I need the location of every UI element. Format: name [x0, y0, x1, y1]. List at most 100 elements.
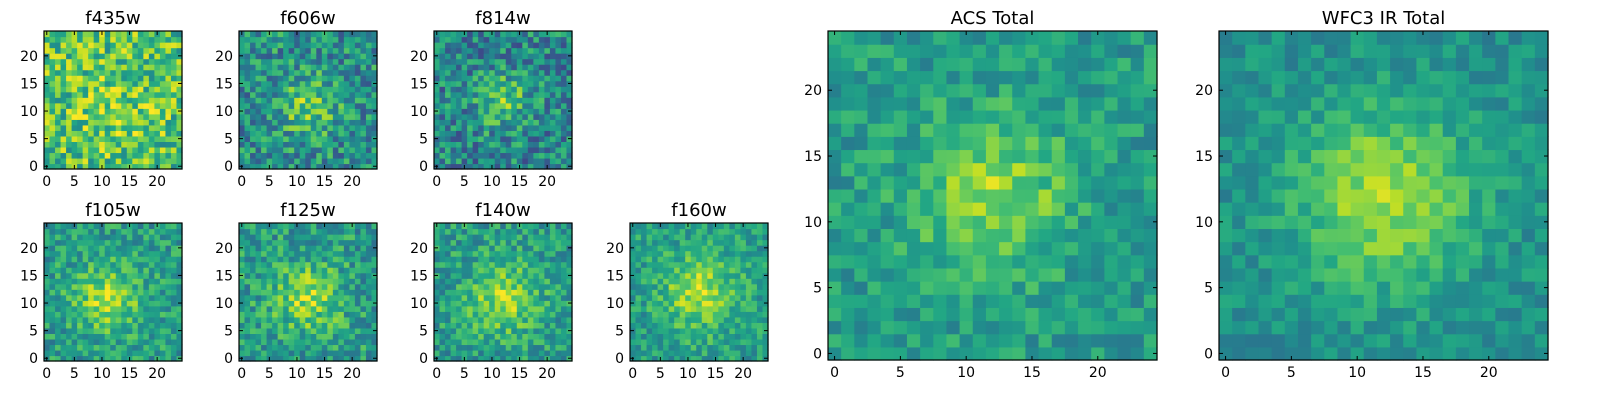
- heatmap-cell: [489, 152, 496, 159]
- heatmap-cell: [494, 234, 501, 241]
- heatmap-cell: [49, 80, 56, 87]
- heatmap-cell: [115, 58, 122, 65]
- heatmap-cell: [272, 278, 279, 285]
- heatmap-cell: [66, 113, 73, 120]
- heatmap-cell: [544, 141, 551, 148]
- heatmap-cell: [696, 294, 703, 301]
- heatmap-cell: [349, 228, 356, 235]
- heatmap-cell: [854, 188, 869, 203]
- heatmap-cell: [500, 36, 507, 43]
- heatmap-cell: [467, 344, 474, 351]
- heatmap-cell: [44, 333, 51, 340]
- heatmap-cell: [555, 47, 562, 54]
- heatmap-cell: [745, 250, 753, 257]
- heatmap-cell: [450, 327, 457, 334]
- heatmap-cell: [701, 344, 708, 351]
- heatmap-cell: [456, 157, 463, 165]
- heatmap-cell: [478, 322, 485, 329]
- heatmap-cell: [516, 36, 523, 43]
- heatmap-cell: [701, 316, 708, 323]
- heatmap-cell: [154, 278, 161, 285]
- heatmap-cell: [143, 300, 150, 307]
- heatmap-cell: [566, 31, 573, 38]
- y-tick-label: 10: [20, 104, 38, 120]
- heatmap-cell: [439, 261, 446, 268]
- heatmap-cell: [305, 344, 312, 351]
- heatmap-cell: [489, 245, 496, 252]
- heatmap-cell: [511, 108, 518, 115]
- heatmap-cell: [751, 344, 758, 351]
- heatmap-cell: [566, 47, 573, 54]
- heatmap-cell: [354, 157, 362, 165]
- heatmap-cell: [266, 97, 273, 104]
- heatmap-cell: [55, 349, 62, 357]
- heatmap-cell: [321, 36, 328, 43]
- heatmap-cell: [354, 102, 362, 109]
- heatmap-cell: [148, 250, 155, 257]
- heatmap-cell: [679, 283, 686, 290]
- y-tick-label: 20: [215, 241, 233, 257]
- heatmap-cell: [538, 141, 545, 148]
- x-tick-label: 5: [656, 366, 665, 382]
- heatmap-cell: [729, 355, 736, 362]
- heatmap-cell: [718, 261, 725, 268]
- heatmap-cell: [60, 64, 67, 71]
- heatmap-cell: [305, 327, 312, 334]
- heatmap-cell: [1130, 267, 1145, 282]
- heatmap-cell: [685, 250, 692, 257]
- heatmap-cell: [93, 338, 100, 346]
- heatmap-cell: [250, 102, 257, 109]
- x-tick-label: 15: [121, 174, 139, 190]
- heatmap-cell: [516, 113, 523, 120]
- heatmap-cell: [272, 124, 279, 131]
- heatmap-cell: [321, 135, 328, 142]
- heatmap-cell: [110, 124, 117, 131]
- heatmap-cell: [360, 294, 367, 301]
- heatmap-cell: [527, 91, 534, 98]
- heatmap-cell: [71, 245, 78, 252]
- heatmap-cell: [332, 58, 339, 65]
- heatmap-cell: [723, 228, 730, 235]
- heatmap-cell: [148, 355, 155, 362]
- y-tick-label: 5: [615, 324, 624, 340]
- heatmap-cell: [360, 146, 367, 154]
- heatmap-cell: [635, 316, 642, 323]
- heatmap-cell: [55, 69, 62, 76]
- heatmap-cell: [49, 36, 56, 43]
- heatmap-cell: [690, 344, 697, 351]
- heatmap-cell: [450, 163, 457, 170]
- heatmap-cell: [176, 119, 183, 126]
- heatmap-cell: [250, 64, 257, 71]
- heatmap-cell: [170, 75, 178, 82]
- heatmap-cell: [137, 64, 144, 71]
- heatmap-cell: [305, 130, 312, 137]
- heatmap-cell: [316, 86, 323, 93]
- heatmap-cell: [132, 36, 139, 43]
- heatmap-cell: [756, 294, 764, 301]
- heatmap-cell: [538, 157, 545, 165]
- heatmap-cell: [283, 157, 290, 165]
- heatmap-cell: [668, 289, 675, 296]
- heatmap-cell: [555, 261, 562, 268]
- heatmap-cell: [828, 281, 842, 295]
- heatmap-cell: [126, 239, 133, 246]
- heatmap-cell: [494, 311, 501, 318]
- heatmap-cell: [60, 333, 67, 340]
- heatmap-cell: [371, 31, 378, 38]
- heatmap-cell: [522, 58, 529, 65]
- heatmap-cell: [751, 250, 758, 257]
- heatmap-cell: [723, 272, 730, 279]
- heatmap-cell: [261, 135, 268, 142]
- heatmap-cell: [527, 141, 534, 148]
- heatmap-cell: [55, 97, 62, 104]
- heatmap-cell: [165, 355, 172, 362]
- heatmap-cell: [696, 349, 703, 357]
- heatmap-cell: [478, 289, 485, 296]
- heatmap-cell: [985, 188, 1000, 203]
- heatmap-cell: [321, 141, 328, 148]
- y-tick-label: 15: [20, 268, 38, 284]
- heatmap-cell: [338, 316, 345, 323]
- heatmap-cell: [516, 53, 523, 60]
- heatmap-cell: [1064, 175, 1079, 190]
- heatmap-cell: [137, 250, 144, 257]
